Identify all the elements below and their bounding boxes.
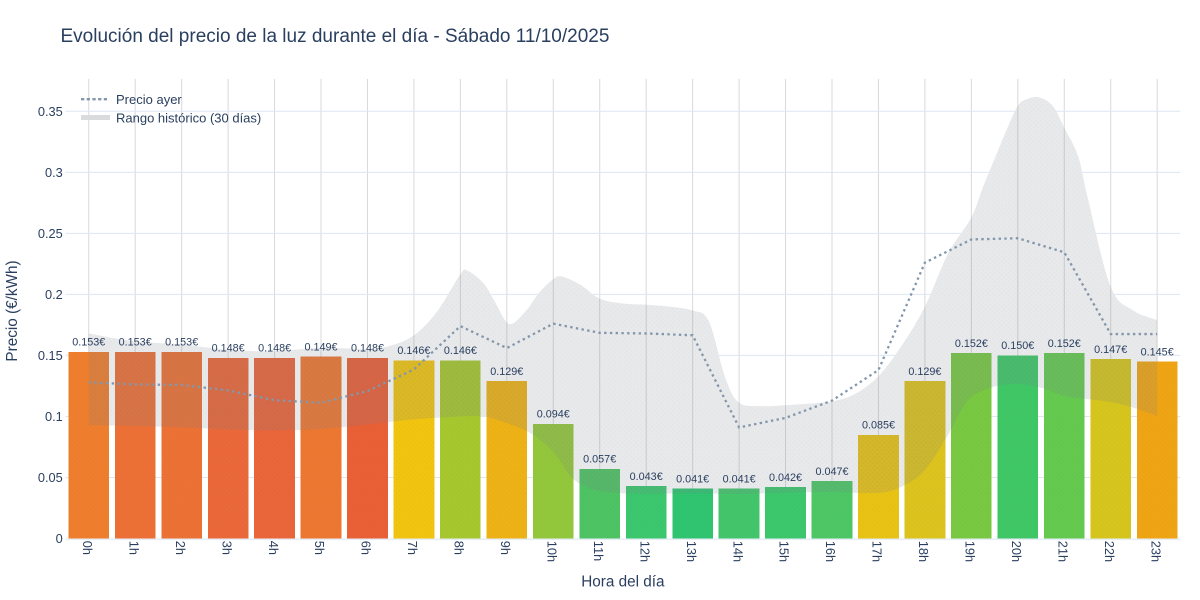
- svg-text:4h: 4h: [266, 541, 281, 555]
- svg-text:8h: 8h: [452, 541, 467, 555]
- svg-text:0.1: 0.1: [45, 409, 63, 424]
- svg-text:15h: 15h: [777, 541, 792, 562]
- svg-text:12h: 12h: [637, 541, 652, 562]
- svg-text:0.094€: 0.094€: [537, 409, 570, 421]
- svg-text:14h: 14h: [730, 541, 745, 562]
- svg-text:11h: 11h: [591, 541, 606, 561]
- svg-text:0.150€: 0.150€: [1001, 340, 1034, 352]
- svg-text:0: 0: [56, 531, 63, 546]
- svg-text:21h: 21h: [1056, 541, 1071, 562]
- svg-text:0.152€: 0.152€: [955, 338, 988, 350]
- svg-text:0.148€: 0.148€: [212, 343, 245, 355]
- svg-text:0.129€: 0.129€: [490, 366, 523, 378]
- svg-text:0.3: 0.3: [45, 165, 63, 180]
- svg-text:9h: 9h: [498, 541, 513, 555]
- svg-text:5h: 5h: [312, 541, 327, 555]
- svg-text:6h: 6h: [359, 541, 374, 555]
- svg-text:0.145€: 0.145€: [1141, 346, 1174, 358]
- svg-text:0.129€: 0.129€: [908, 366, 941, 378]
- svg-text:20h: 20h: [1009, 541, 1024, 562]
- svg-text:7h: 7h: [405, 541, 420, 555]
- svg-text:10h: 10h: [545, 541, 560, 562]
- svg-text:0.15: 0.15: [38, 348, 63, 363]
- svg-text:0.043€: 0.043€: [630, 471, 663, 483]
- svg-text:23h: 23h: [1148, 541, 1163, 562]
- svg-text:0.35: 0.35: [38, 104, 63, 119]
- svg-text:0.147€: 0.147€: [1094, 344, 1127, 356]
- svg-text:Rango histórico (30 días): Rango histórico (30 días): [116, 111, 261, 126]
- svg-text:0.042€: 0.042€: [769, 472, 802, 484]
- svg-text:16h: 16h: [823, 541, 838, 562]
- svg-text:0.152€: 0.152€: [1048, 338, 1081, 350]
- svg-text:0.2: 0.2: [45, 287, 63, 302]
- svg-text:0.041€: 0.041€: [723, 473, 756, 485]
- svg-text:2h: 2h: [173, 541, 188, 555]
- svg-text:19h: 19h: [963, 541, 978, 562]
- svg-text:0.146€: 0.146€: [397, 345, 430, 357]
- svg-text:18h: 18h: [916, 541, 931, 562]
- svg-text:Precio ayer: Precio ayer: [116, 92, 182, 107]
- svg-text:22h: 22h: [1102, 541, 1117, 562]
- svg-text:17h: 17h: [870, 541, 885, 562]
- svg-text:0h: 0h: [80, 541, 95, 555]
- svg-text:0.149€: 0.149€: [304, 341, 337, 353]
- svg-text:Evolución del precio de la luz: Evolución del precio de la luz durante e…: [61, 26, 610, 47]
- svg-text:0.041€: 0.041€: [676, 473, 709, 485]
- svg-text:0.153€: 0.153€: [165, 337, 198, 349]
- svg-text:0.057€: 0.057€: [583, 454, 616, 466]
- svg-text:0.153€: 0.153€: [119, 337, 152, 349]
- svg-text:Precio (€/kWh): Precio (€/kWh): [4, 260, 21, 361]
- svg-text:1h: 1h: [126, 541, 141, 555]
- svg-text:0.05: 0.05: [38, 470, 63, 485]
- svg-text:0.085€: 0.085€: [862, 420, 895, 432]
- svg-text:3h: 3h: [219, 541, 234, 555]
- svg-text:13h: 13h: [684, 541, 699, 562]
- svg-text:0.146€: 0.146€: [444, 345, 477, 357]
- svg-text:0.148€: 0.148€: [351, 343, 384, 355]
- svg-text:0.047€: 0.047€: [815, 466, 848, 478]
- svg-text:0.153€: 0.153€: [72, 337, 105, 349]
- svg-text:0.25: 0.25: [38, 226, 63, 241]
- svg-text:Hora del día: Hora del día: [581, 574, 665, 591]
- svg-text:0.148€: 0.148€: [258, 343, 291, 355]
